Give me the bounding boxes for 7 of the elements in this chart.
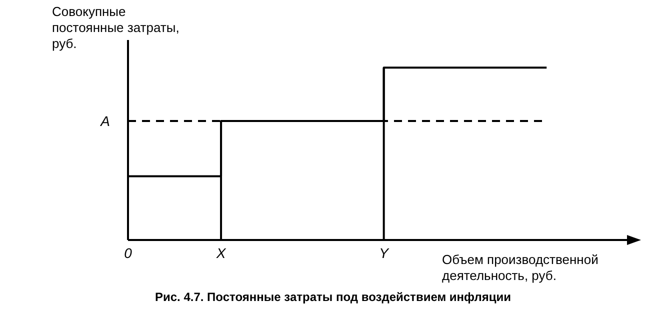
ref-line-label: A	[100, 113, 110, 130]
x-tick-label: 0	[124, 244, 132, 261]
text: Рис. 4.7. Постоянные затраты под воздействием инфляции	[154, 290, 512, 304]
y-axis-title: Совокупные постоянные затраты, руб.	[52, 4, 180, 52]
x-tick-label: Y	[379, 244, 390, 261]
x-tick-label: X	[215, 244, 226, 261]
x-axis-title: Объем производственной деятельность, руб.	[442, 252, 600, 284]
